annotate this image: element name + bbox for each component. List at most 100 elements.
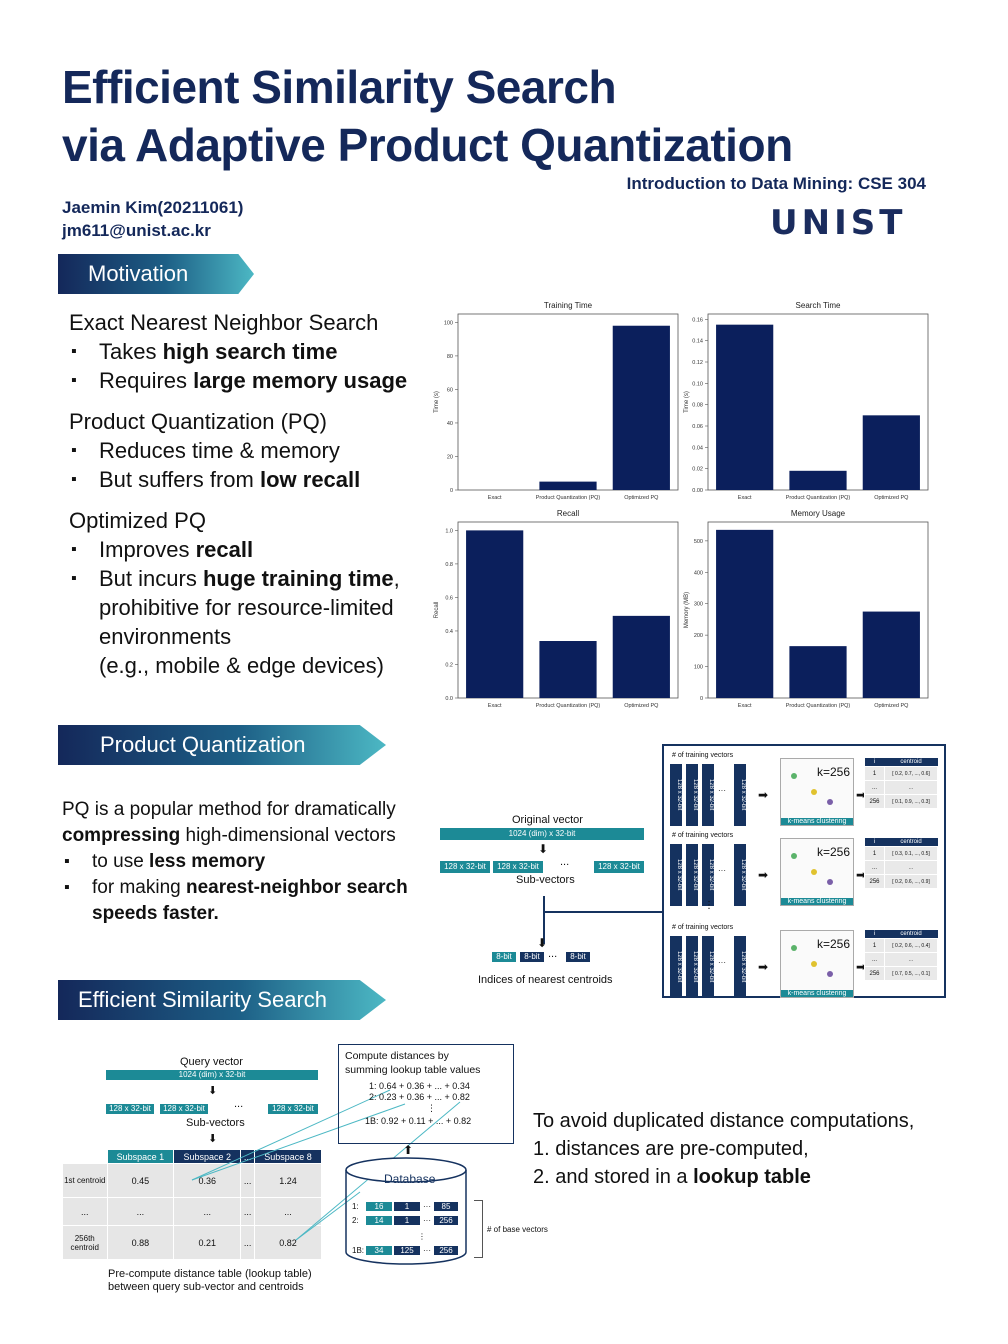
training-vector-bar: 128 x 32-bit [670,936,682,998]
kmeans-row: # of training vectors 128 x 32-bit 128 x 3… [664,752,944,826]
indices-label: Indices of nearest centroids [478,974,613,986]
db-row-1: 1: 16 1 ··· 85 [352,1200,472,1212]
y-tick-label: 0 [450,488,453,494]
centroid-table: i centroid 1[ 0.2, 0.6, ..., 0.4]...... 25… [864,930,938,981]
bar [539,641,597,698]
query-subvectors-label: Sub-vectors [186,1117,245,1129]
th-subspace-1: Subspace 1 [106,1149,175,1164]
cluster-box: k=256 k-means clustering [780,930,854,998]
opq-bullet-2: But incurs huge training time,prohibitiv… [69,564,439,680]
cell: 0.21 [173,1225,242,1260]
compute-lines: 1: 0.64 + 0.36 + ... + 0.34 2: 0.23 + 0.… [365,1081,472,1126]
index-byte-8: 8-bit [566,952,590,962]
ess-line-2: 1. distances are pre-computed, [533,1138,809,1160]
x-tick-label: Exact [488,495,502,501]
training-vector-bar: 128 x 32-bit [702,936,714,998]
chart-title: Memory Usage [791,509,846,518]
exact-bullet-2: Requires large memory usage [69,366,439,395]
compute-distances-box: Compute distances by summing lookup tabl… [338,1044,514,1144]
sub-vectors-label: Sub-vectors [516,874,575,886]
y-tick-label: 0.2 [445,662,453,668]
cell: 0.45 [106,1163,175,1198]
pq-bullet-speed: for making nearest-neighbor search speed… [62,875,452,927]
lookup-caption: Pre-compute distance table (lookup table… [108,1268,312,1293]
y-tick-label: 0.4 [445,629,453,635]
y-tick-label: 500 [694,539,703,545]
y-tick-label: 60 [447,387,453,393]
row-label-dots: ... [62,1197,108,1226]
x-tick-label: Product Quantization (PQ) [786,495,851,501]
query-sub-1: 128 x 32-bit [106,1104,154,1114]
cell: 0.36 [173,1163,242,1198]
row-label-1st: 1st centroid [62,1163,108,1198]
x-tick-label: Exact [738,703,752,709]
database-rows: 1: 16 1 ··· 85 2: 14 1 ··· 256 ⋮ 1B: 34 … [352,1200,472,1256]
x-tick-label: Exact [488,703,502,709]
x-tick-label: Optimized PQ [874,703,909,709]
results-charts: Training Time Time (s) 0 20 40 60 80 100 Exact Pr… [434,301,929,709]
x-tick-label: Optimized PQ [624,703,659,709]
pq-bullet-2: But suffers from low recall [69,465,439,494]
y-tick-label: 400 [694,570,703,576]
kmeans-panel: # of training vectors 128 x 32-bit 128 x 3… [662,744,946,998]
training-vectors-label: # of training vectors [672,832,734,839]
query-vector-label: Query vector [180,1056,243,1068]
pq-bullet-1: Reduces time & memory [69,436,439,465]
index-dots: ... [548,948,558,960]
author-email: jm611@unist.ac.kr [62,221,211,240]
bar-dots: ··· [718,958,726,967]
bar-dots: ··· [718,866,726,875]
y-tick-label: 0.06 [692,424,703,430]
link-line [295,1191,361,1241]
training-vectors-label: # of training vectors [672,752,734,759]
lookup-table-diagram: Query vector 1024 (dim) x 32-bit ⬇ 128 x… [62,1056,324,1296]
opq-bullet-1: Improves recall [69,535,439,564]
bar [789,470,847,490]
x-tick-label: Optimized PQ [874,495,909,501]
compute-heading: Compute distances by summing lookup tabl… [345,1050,481,1076]
title-line-1: Efficient Similarity Search [62,61,617,113]
bar-dots: ··· [718,786,726,795]
training-vector-bar: 128 x 32-bit [702,844,714,906]
y-tick-label: 0.02 [692,467,703,473]
pq-bullet-memory: to use less memory [62,849,452,875]
training-vector-bar: 128 x 32-bit [686,844,698,906]
y-tick-label: 0.12 [692,360,703,366]
y-axis-label: Time (s) [434,391,440,413]
cell: ... [173,1197,242,1226]
section-banner-pq: Product Quantization [58,725,386,765]
right-arrow-icon: ➡ [758,960,769,974]
down-arrow-icon-2: ⬇ [537,936,548,950]
training-vector-bar: 128 x 32-bit [686,764,698,826]
x-tick-label: Product Quantization (PQ) [536,703,601,709]
cell: 0.88 [106,1225,175,1260]
connector-line [543,896,545,944]
y-tick-label: 100 [444,320,453,326]
link-line [191,1103,406,1181]
kmeans-label: k-means clustering [781,898,853,905]
y-tick-label: 0.14 [692,339,703,345]
exact-bullet-1: Takes high search time [69,337,439,366]
centroid-table: i centroid 1[ 0.2, 0.7, ..., 0.6]...... 25… [864,758,938,809]
y-tick-label: 0.8 [445,562,453,568]
row-label-256th: 256th centroid [62,1225,108,1260]
ess-line-1: To avoid duplicated distance computation… [533,1110,915,1132]
pq-line-1: PQ is a popular method for dramatically [62,799,396,820]
bar [789,646,847,698]
down-arrow-icon-3: ⬇ [208,1085,218,1097]
link-line [191,1089,391,1181]
pq-diagram: Original vector 1024 (dim) x 32-bit ⬇ 12… [440,814,664,994]
chart-title: Training Time [544,301,593,310]
y-axis-label: Recall [434,602,440,619]
y-axis-label: Memory (MB) [684,592,690,628]
query-sub-2: 128 x 32-bit [160,1104,208,1114]
author-block: Jaemin Kim(20211061) jm611@unist.ac.kr [62,196,243,242]
query-sub-8: 128 x 32-bit [268,1104,318,1114]
unist-logo: UNIST [770,203,907,243]
db-row-2: 2: 14 1 ··· 256 [352,1214,472,1226]
right-arrow-icon: ➡ [856,868,867,882]
y-tick-label: 0 [700,696,703,702]
y-tick-label: 200 [694,633,703,639]
y-tick-label: 100 [694,665,703,671]
vertical-dots: ⋮ [704,900,714,911]
